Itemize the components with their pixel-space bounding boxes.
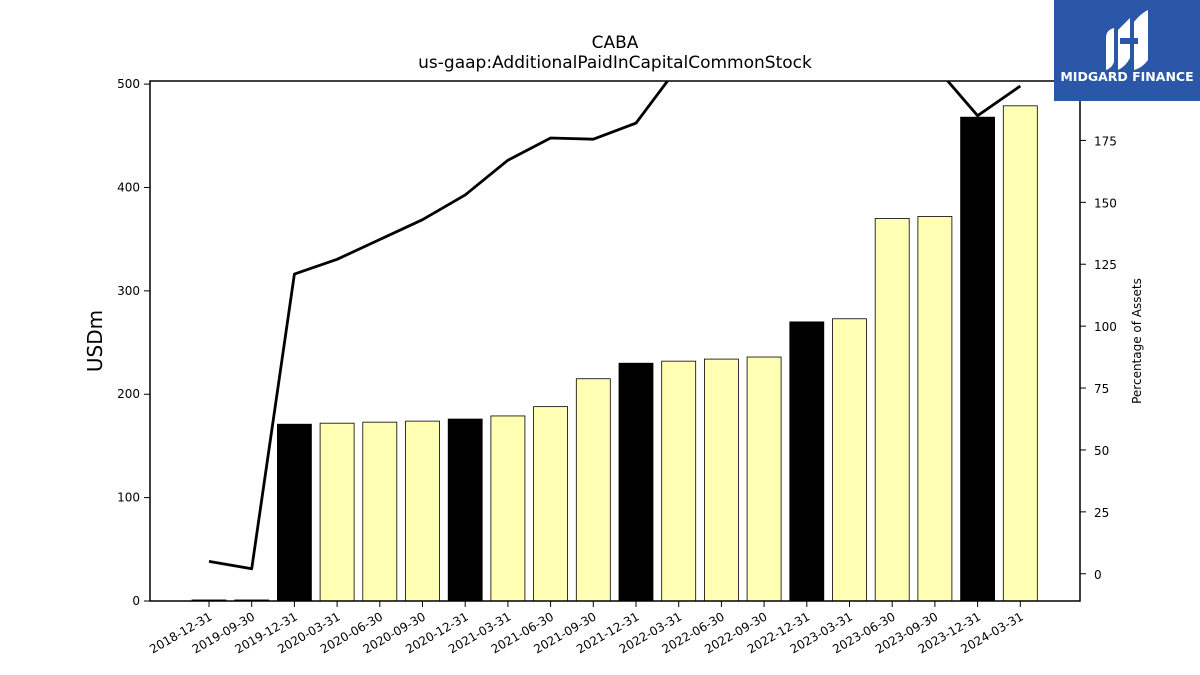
bar xyxy=(874,218,910,602)
y2-tick-label: 50 xyxy=(1094,444,1109,458)
bar xyxy=(704,358,739,602)
bar xyxy=(1002,105,1038,602)
bars-group xyxy=(191,105,1038,602)
logo-mark-icon xyxy=(1106,10,1148,70)
y2-tick-label: 0 xyxy=(1094,568,1102,582)
bar xyxy=(832,318,867,602)
bar xyxy=(960,116,995,602)
line-group xyxy=(208,81,1022,571)
bar xyxy=(319,422,355,602)
bar xyxy=(533,406,568,602)
bar xyxy=(746,356,782,602)
y-tick-label: 0 xyxy=(132,594,140,608)
series-line xyxy=(208,81,1022,571)
y2-axis-label: Percentage of Assets xyxy=(1130,278,1144,404)
chart-title: CABA xyxy=(592,33,639,53)
y-tick-label: 500 xyxy=(117,77,140,91)
y2-tick-label: 150 xyxy=(1094,196,1117,210)
bar xyxy=(362,421,398,602)
bar xyxy=(490,415,526,602)
y-tick-label: 100 xyxy=(117,491,140,505)
plot-frame xyxy=(149,80,1081,602)
y-tick-label: 400 xyxy=(117,180,140,194)
y2-tick-label: 100 xyxy=(1094,320,1117,334)
y-tick-label: 300 xyxy=(117,284,140,298)
bar xyxy=(405,420,440,602)
y2-tick-label: 25 xyxy=(1094,506,1109,520)
bar xyxy=(447,418,483,602)
bar xyxy=(789,321,825,602)
y2-tick-label: 175 xyxy=(1094,134,1117,148)
chart-subtitle: us-gaap:AdditionalPaidInCapitalCommonSto… xyxy=(418,53,812,73)
bar xyxy=(661,360,697,602)
logo-text: MIDGARD FINANCE xyxy=(1060,69,1193,84)
bar xyxy=(276,423,312,602)
logo: MIDGARD FINANCE xyxy=(1054,0,1200,101)
bar xyxy=(917,216,953,602)
bar xyxy=(575,378,611,602)
y2-tick-label: 125 xyxy=(1094,258,1117,272)
bar xyxy=(618,362,654,602)
y2-tick-label: 75 xyxy=(1094,382,1109,396)
y-axis-label: USDm xyxy=(83,310,107,372)
y-tick-label: 200 xyxy=(117,387,140,401)
